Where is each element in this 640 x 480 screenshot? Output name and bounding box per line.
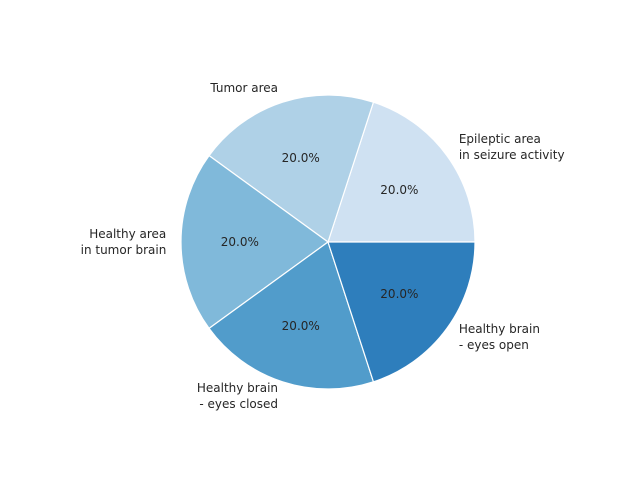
category-label-4: Healthy brain - eyes open bbox=[459, 322, 540, 352]
percentage-label-4: 20.0% bbox=[380, 287, 418, 301]
category-label-line: in seizure activity bbox=[459, 148, 565, 162]
percentage-label-3: 20.0% bbox=[282, 319, 320, 333]
category-label-line: Healthy area bbox=[89, 227, 166, 241]
category-label-line: - eyes open bbox=[459, 338, 529, 352]
category-labels: Epileptic area in seizure activity Tumor a… bbox=[81, 81, 565, 411]
category-label-2: Healthy area in tumor brain bbox=[81, 227, 167, 257]
pie-slice-4 bbox=[327, 241, 476, 383]
percentage-label-1: 20.0% bbox=[282, 151, 320, 165]
percentage-labels: 20.0% 20.0% 20.0% 20.0% 20.0% bbox=[221, 151, 419, 333]
category-label-0: Epileptic area in seizure activity bbox=[459, 132, 565, 162]
pie-slice-2 bbox=[180, 154, 330, 330]
category-label-line: - eyes closed bbox=[199, 397, 278, 411]
category-label-line: Epileptic area bbox=[459, 132, 541, 146]
category-label-line: Healthy brain bbox=[197, 381, 278, 395]
category-label-1: Tumor area bbox=[209, 81, 278, 95]
pie-slice-0 bbox=[327, 101, 476, 243]
category-label-line: Healthy brain bbox=[459, 322, 540, 336]
pie-slices bbox=[180, 94, 476, 390]
category-label-line: in tumor brain bbox=[81, 243, 167, 257]
percentage-label-2: 20.0% bbox=[221, 235, 259, 249]
category-label-3: Healthy brain - eyes closed bbox=[197, 381, 278, 411]
pie-slice-3 bbox=[208, 241, 375, 390]
percentage-label-0: 20.0% bbox=[380, 183, 418, 197]
category-label-line: Tumor area bbox=[209, 81, 278, 95]
pie-slice-1 bbox=[208, 94, 375, 243]
